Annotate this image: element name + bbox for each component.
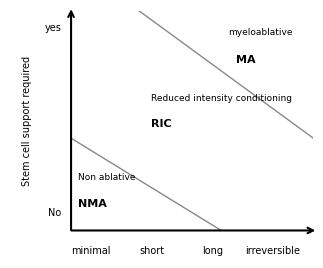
Text: long: long: [202, 246, 223, 256]
Text: myeloablative: myeloablative: [229, 28, 293, 37]
Text: irreversible: irreversible: [245, 246, 300, 256]
Text: short: short: [139, 246, 164, 256]
Text: RIC: RIC: [151, 119, 172, 129]
Text: No: No: [48, 208, 61, 218]
Text: Reduced intensity conditioning: Reduced intensity conditioning: [151, 94, 292, 103]
Text: minimal: minimal: [71, 246, 111, 256]
Text: NMA: NMA: [78, 199, 107, 209]
Text: Non ablative: Non ablative: [78, 173, 136, 182]
Text: Stem cell support required: Stem cell support required: [23, 55, 32, 186]
Text: yes: yes: [45, 23, 61, 33]
Text: MA: MA: [236, 55, 255, 65]
